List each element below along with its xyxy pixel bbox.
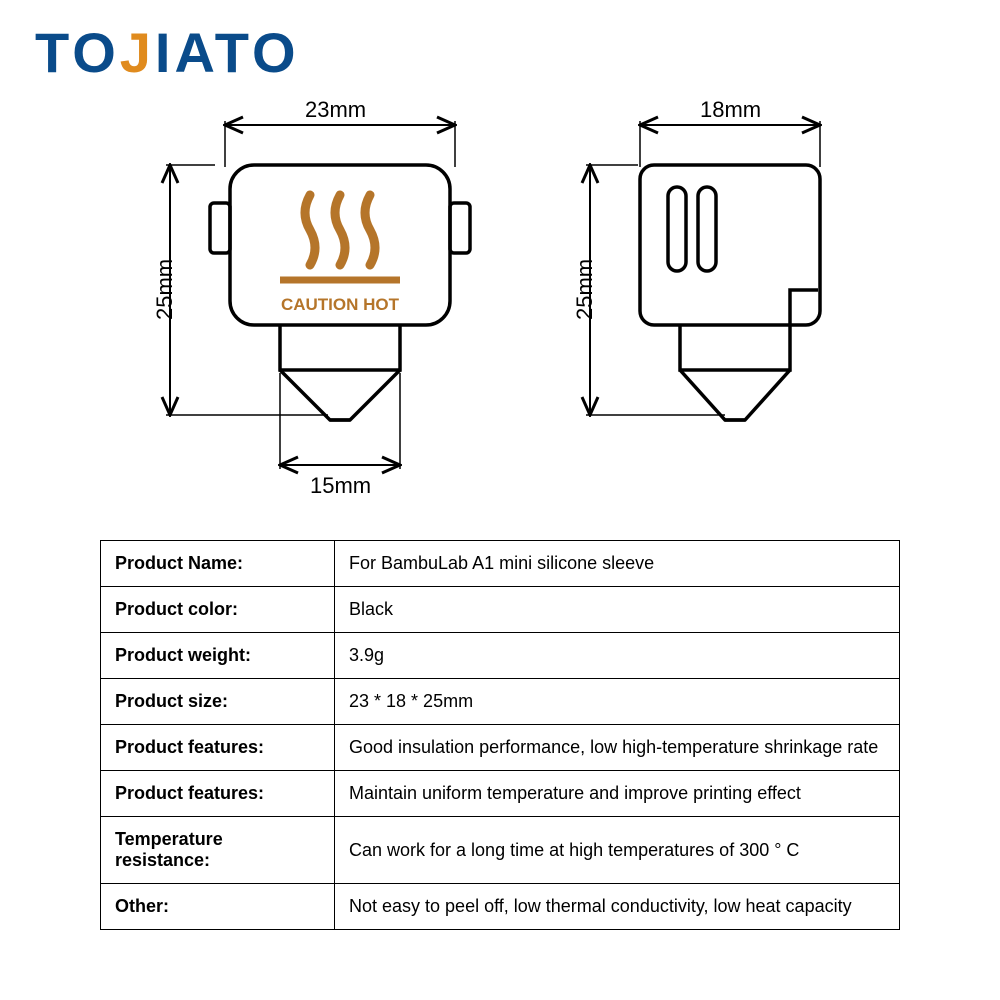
spec-table: Product Name:For BambuLab A1 mini silico… [100, 540, 900, 930]
table-row: Product Name:For BambuLab A1 mini silico… [101, 541, 900, 587]
spec-value: For BambuLab A1 mini silicone sleeve [335, 541, 900, 587]
table-row: Temperature resistance:Can work for a lo… [101, 817, 900, 884]
spec-key: Product weight: [101, 633, 335, 679]
spec-key: Product features: [101, 725, 335, 771]
spec-key: Other: [101, 884, 335, 930]
spec-value: 23 * 18 * 25mm [335, 679, 900, 725]
brand-logo: TOJIATO [35, 20, 300, 85]
spec-key: Temperature resistance: [101, 817, 335, 884]
table-row: Product size:23 * 18 * 25mm [101, 679, 900, 725]
spec-key: Product features: [101, 771, 335, 817]
table-row: Product color:Black [101, 587, 900, 633]
spec-value: Maintain uniform temperature and improve… [335, 771, 900, 817]
dimension-diagrams: CAUTION HOT [110, 95, 910, 525]
spec-key: Product Name: [101, 541, 335, 587]
spec-key: Product color: [101, 587, 335, 633]
dim-front-width: 23mm [305, 97, 366, 123]
logo-part1: TO [35, 21, 120, 84]
spec-value: Can work for a long time at high tempera… [335, 817, 900, 884]
dim-nozzle-width: 15mm [310, 473, 371, 499]
caution-text: CAUTION HOT [281, 295, 400, 314]
table-row: Other:Not easy to peel off, low thermal … [101, 884, 900, 930]
spec-value: Not easy to peel off, low thermal conduc… [335, 884, 900, 930]
table-row: Product weight:3.9g [101, 633, 900, 679]
dim-side-height: 25mm [572, 259, 598, 320]
logo-part2: J [120, 21, 155, 84]
logo-part3: IATO [155, 21, 300, 84]
dim-front-height: 25mm [152, 259, 178, 320]
table-row: Product features:Good insulation perform… [101, 725, 900, 771]
spec-value: Good insulation performance, low high-te… [335, 725, 900, 771]
diagram-svg: CAUTION HOT [110, 95, 910, 525]
spec-key: Product size: [101, 679, 335, 725]
dim-side-width: 18mm [700, 97, 761, 123]
spec-value: Black [335, 587, 900, 633]
table-row: Product features:Maintain uniform temper… [101, 771, 900, 817]
spec-value: 3.9g [335, 633, 900, 679]
